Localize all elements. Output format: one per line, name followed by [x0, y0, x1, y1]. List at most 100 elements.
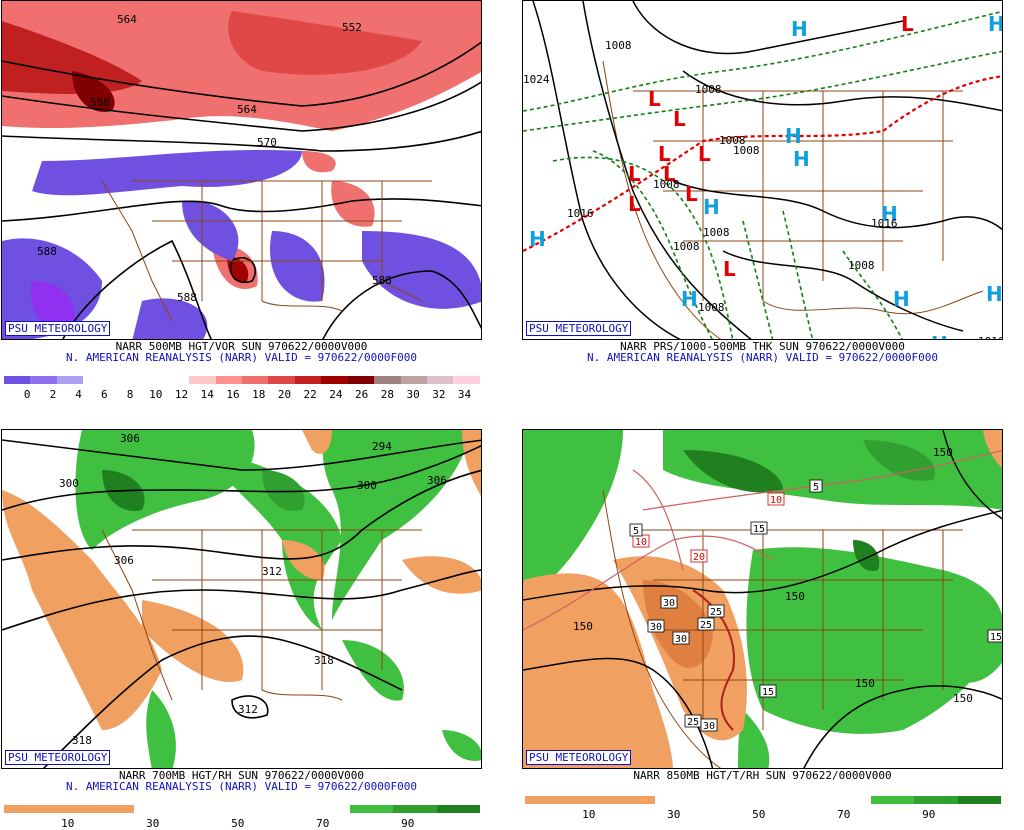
map-pressure-thickness: H H H H H H H H H H H L L L L L L L L L — [522, 0, 1003, 340]
high-symbol: H — [893, 287, 910, 311]
contour-label: 1016 — [871, 217, 898, 230]
contour-label: 150 — [953, 692, 973, 705]
contour-label: 300 — [59, 477, 79, 490]
colorbar-swatch — [220, 805, 264, 813]
colorbar-swatch — [741, 796, 785, 804]
contour-label: 570 — [257, 136, 277, 149]
contour-label: 312 — [262, 565, 282, 578]
contour-label: 150 — [855, 677, 875, 690]
colorbar-ticks: 0 2 4 6 8 10 12 14 16 18 20 22 24 26 28 30 32 34 — [4, 388, 480, 401]
contour-label: 1008 — [695, 83, 722, 96]
colorbar-tick-label: 18 — [252, 388, 266, 401]
high-symbol: H — [793, 147, 810, 171]
colorbar-swatch — [525, 796, 569, 804]
contour-label: 150 — [785, 590, 805, 603]
colorbar-tick-label: 70 — [837, 808, 851, 821]
colorbar-tick-label: 34 — [457, 388, 472, 401]
temp-label: 15 — [990, 632, 1002, 643]
temp-label: 20 — [693, 552, 705, 563]
colorbar-tick-label: 32 — [432, 388, 446, 401]
colorbar-swatch — [177, 805, 221, 813]
colorbar-swatch — [136, 376, 163, 384]
colorbar-swatch — [827, 796, 872, 804]
high-symbol: H — [791, 17, 808, 41]
psu-meteorology-badge: PSU METEOROLOGY — [526, 750, 632, 765]
colorbar-tick-label: 30 — [406, 388, 420, 401]
colorbar-swatch — [83, 376, 110, 384]
map-700mb-rh: 306 294 300 300 306 306 312 318 312 318 … — [1, 429, 482, 769]
colorbar-swatch — [294, 376, 322, 384]
colorbar-tick-label: 4 — [75, 388, 82, 401]
psu-meteorology-badge: PSU METEOROLOGY — [526, 321, 632, 336]
low-symbol: L — [723, 257, 736, 281]
contour-label: 588 — [177, 291, 197, 304]
colorbar-swatch — [162, 376, 190, 384]
colorbar-swatch — [568, 796, 612, 804]
temp-label: 10 — [770, 495, 782, 506]
contour-label: 312 — [238, 703, 258, 716]
high-symbol: H — [681, 287, 698, 311]
temp-label: 25 — [687, 717, 699, 728]
colorbar-tick-label: 30 — [667, 808, 681, 821]
temp-label: 5 — [813, 482, 819, 493]
contour-label: 588 — [37, 245, 57, 258]
caption-title: NARR 500MB HGT/VOR SUN 970622/0000V000 — [115, 340, 368, 353]
colorbar-tick-label: 12 — [174, 388, 189, 401]
colorbar-swatch — [698, 796, 742, 804]
caption-title: NARR 700MB HGT/RH SUN 970622/0000V000 — [118, 769, 365, 782]
colorbar-tick-label: 10 — [582, 808, 596, 821]
map-500mb-vorticity: 564 552 558 564 570 588 588 588 PSU METE… — [1, 0, 482, 340]
caption-valid: N. AMERICAN REANALYSIS (NARR) VALID = 97… — [66, 351, 417, 364]
caption-title: NARR 850MB HGT/T/RH SUN 970622/0000V000 — [633, 769, 892, 782]
colorbar-swatch — [90, 805, 134, 813]
contour-label: 318 — [314, 654, 334, 667]
colorbar-swatch — [268, 376, 295, 384]
contour-label: 300 — [357, 479, 377, 492]
colorbar-swatch — [914, 796, 958, 804]
contour-label: 558 — [90, 96, 110, 109]
contour-label: 1008 — [698, 301, 725, 314]
colorbar-swatch — [350, 805, 394, 813]
colorbar-swatch — [215, 376, 242, 384]
colorbar-tick-label: 0 — [23, 388, 31, 401]
temp-label: 15 — [753, 524, 765, 535]
colorbar-swatch — [654, 796, 699, 804]
colorbar-swatch — [263, 805, 307, 813]
contour-label: 1008 — [605, 39, 632, 52]
colorbar-swatch — [453, 376, 480, 384]
colorbar — [525, 796, 1001, 804]
colorbar-swatch — [30, 376, 57, 384]
colorbar-swatch — [611, 796, 655, 804]
caption-valid: N. AMERICAN REANALYSIS (NARR) VALID = 97… — [66, 780, 417, 793]
low-symbol: L — [901, 12, 914, 36]
colorbar-tick-label: 24 — [329, 388, 343, 401]
colorbar-tick-label: 2 — [49, 388, 57, 401]
colorbar-swatch — [957, 796, 1001, 804]
contour-label: 564 — [237, 103, 257, 116]
colorbar-tick-label: 26 — [355, 388, 369, 401]
contour-label: 588 — [372, 274, 392, 287]
colorbar-swatch — [133, 805, 178, 813]
high-symbol: H — [986, 282, 1003, 306]
contour-label: 1016 — [978, 335, 1003, 340]
colorbar-swatch — [393, 805, 437, 813]
contour-label: 1008 — [673, 240, 700, 253]
map-graphic: H H H H H H H H H H H L L L L L L L L L — [523, 1, 1003, 340]
low-symbol: L — [663, 162, 676, 186]
colorbar-swatch — [871, 796, 915, 804]
colorbar-tick-label: 8 — [126, 388, 134, 401]
psu-meteorology-badge: PSU METEOROLOGY — [5, 750, 111, 765]
psu-meteorology-badge: PSU METEOROLOGY — [5, 321, 111, 336]
contour-label: 564 — [117, 13, 137, 26]
colorbar-swatch — [784, 796, 828, 804]
contour-label: 1024 — [523, 73, 550, 86]
colorbar-swatch — [56, 376, 84, 384]
contour-label: 150 — [573, 620, 593, 633]
contour-label: 1008 — [703, 226, 730, 239]
colorbar-tick-label: 50 — [752, 808, 766, 821]
low-symbol: L — [628, 192, 641, 216]
map-graphic: 564 552 558 564 570 588 588 588 — [2, 1, 481, 339]
contour-label: 1016 — [567, 207, 594, 220]
colorbar-tick-label: 20 — [277, 388, 292, 401]
low-symbol: L — [628, 162, 641, 186]
